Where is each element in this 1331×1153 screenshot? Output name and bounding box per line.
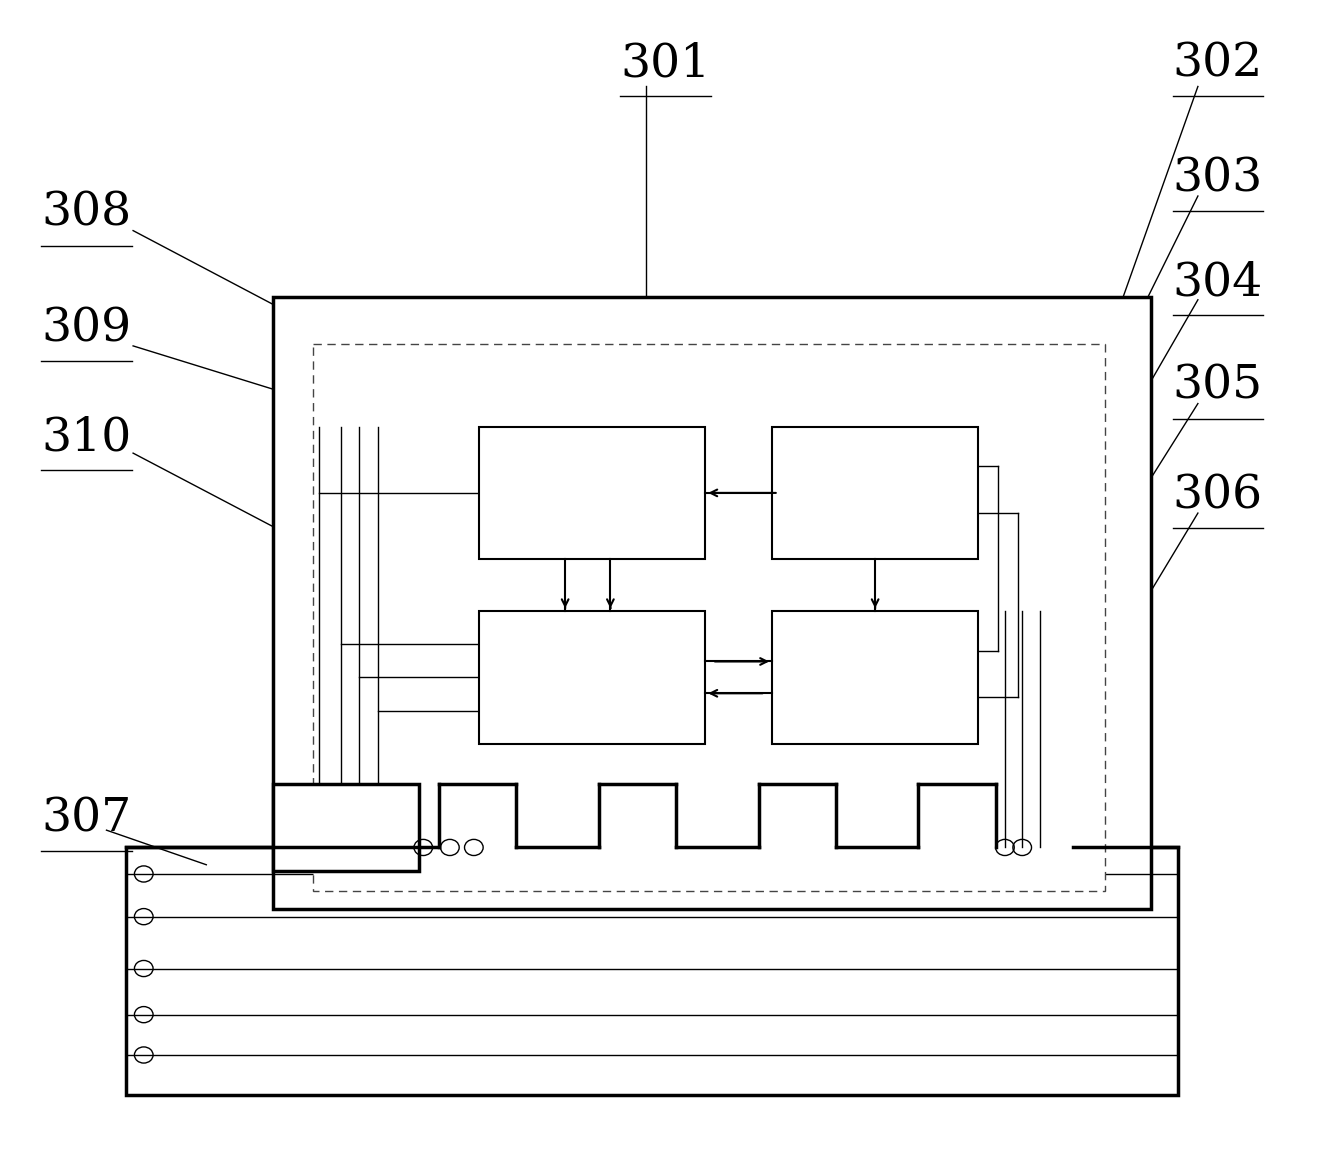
Bar [772, 427, 978, 559]
Bar [772, 611, 978, 744]
Text: 308: 308 [41, 190, 132, 236]
Text: 301: 301 [620, 40, 711, 86]
Text: 303: 303 [1173, 156, 1263, 202]
Text: 310: 310 [41, 415, 132, 461]
Bar [273, 784, 419, 871]
Bar [273, 297, 1151, 909]
Bar [313, 344, 1105, 891]
Bar [479, 427, 705, 559]
Text: 307: 307 [41, 796, 132, 842]
Text: 309: 309 [41, 306, 132, 352]
Text: 306: 306 [1173, 473, 1263, 519]
Bar [479, 611, 705, 744]
Text: 302: 302 [1173, 40, 1263, 86]
Bar [126, 847, 1178, 1095]
Text: 304: 304 [1173, 259, 1263, 306]
Text: 305: 305 [1173, 363, 1263, 409]
